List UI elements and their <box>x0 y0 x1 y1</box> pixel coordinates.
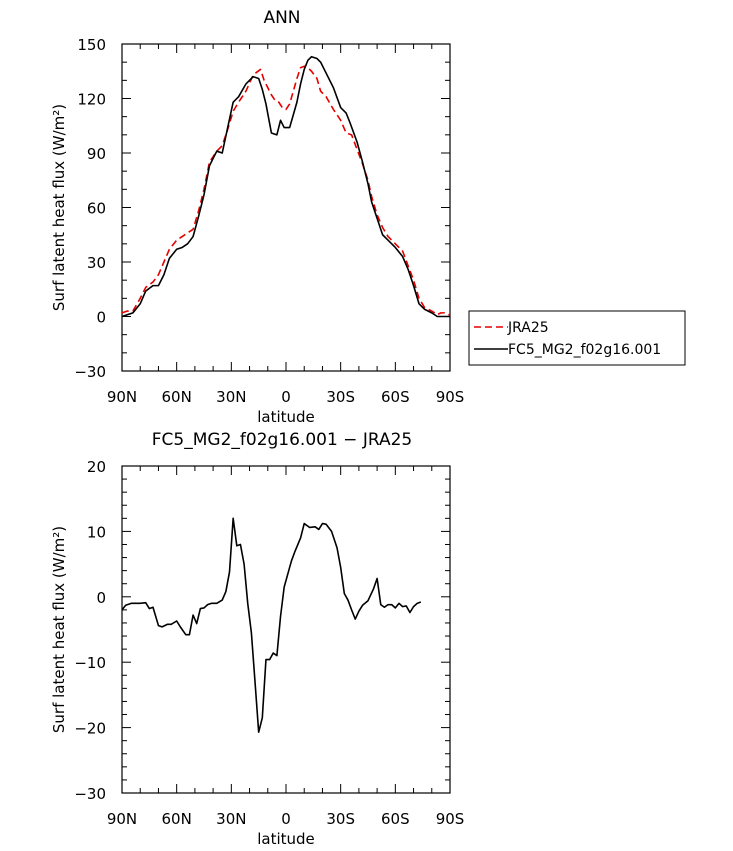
x-tick-label: 0 <box>281 388 291 406</box>
legend-box <box>468 310 686 366</box>
x-tick-label: 30N <box>216 388 246 406</box>
y-tick-label: 30 <box>87 254 106 272</box>
series-line-fc5-mg2-f02g16-001-jra25 <box>121 517 422 733</box>
legend-label: JRA25 <box>507 320 549 336</box>
y-tick-label: 0 <box>96 309 106 327</box>
y-tick-label: 20 <box>87 458 106 476</box>
x-tick-label: 90S <box>436 388 465 406</box>
y-tick-label: 90 <box>87 145 106 163</box>
legend: JRA25 FC5_MG2_f02g16.001 <box>468 310 686 366</box>
y-tick-label: −30 <box>74 785 106 803</box>
x-tick-label: 60S <box>381 810 410 828</box>
y-tick-label: 60 <box>87 200 106 218</box>
series-line-jra25 <box>121 65 450 316</box>
x-tick-label: 30S <box>326 388 355 406</box>
x-tick-label: 30N <box>216 810 246 828</box>
y-tick-label: 0 <box>96 589 106 607</box>
plot-frame <box>121 43 451 372</box>
plot-frame <box>121 465 451 794</box>
x-tick-label: 0 <box>281 810 291 828</box>
x-tick-label: 60N <box>162 810 192 828</box>
x-axis-label: latitude <box>257 408 315 426</box>
y-tick-label: 10 <box>87 523 106 541</box>
y-tick-label: −20 <box>74 720 106 738</box>
x-tick-label: 90N <box>107 810 137 828</box>
chart-panel-2 <box>121 465 451 794</box>
x-tick-label: 60S <box>381 388 410 406</box>
series-line-fc5-mg2-f02g16-001 <box>121 55 450 318</box>
x-tick-label: 60N <box>162 388 192 406</box>
y-tick-label: −10 <box>74 654 106 672</box>
legend-label: FC5_MG2_f02g16.001 <box>508 342 661 358</box>
y-axis-label: Surf latent heat flux (W/m²) <box>50 104 68 311</box>
y-axis-label: Surf latent heat flux (W/m²) <box>50 526 68 733</box>
x-axis-label: latitude <box>257 830 315 848</box>
y-tick-label: −30 <box>74 363 106 381</box>
y-tick-label: 120 <box>77 91 106 109</box>
chart-title: FC5_MG2_f02g16.001 − JRA25 <box>152 430 412 450</box>
x-tick-label: 90S <box>436 810 465 828</box>
x-tick-label: 90N <box>107 388 137 406</box>
x-tick-label: 30S <box>326 810 355 828</box>
chart-title: ANN <box>263 8 300 28</box>
chart-panel-1 <box>121 43 451 372</box>
y-tick-label: 150 <box>77 36 106 54</box>
